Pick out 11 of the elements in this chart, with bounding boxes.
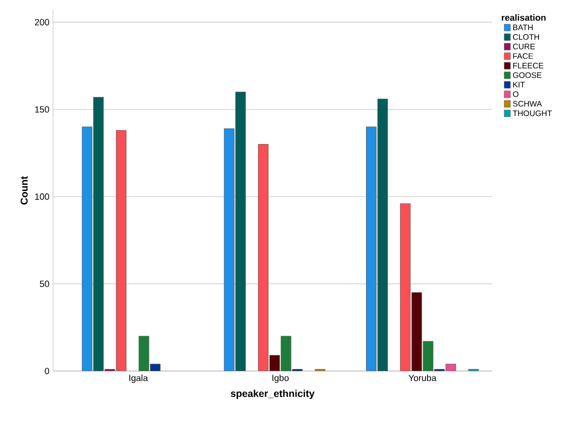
y-tick-label: 200 [34,19,50,26]
x-axis-title: speaker_ethnicity [230,390,315,399]
x-tick-label: Igbo [272,374,289,383]
x-tick-label: Yoruba [408,374,436,382]
y-tick-label: 150 [35,106,50,113]
y-tick-label: 0 [44,368,50,374]
y-axis-title: Count [20,176,28,204]
y-tick-label: 50 [40,280,50,287]
legend-title: realisation [502,14,546,21]
x-tick-label: Igala [129,374,148,383]
y-tick-label: 100 [35,193,50,200]
